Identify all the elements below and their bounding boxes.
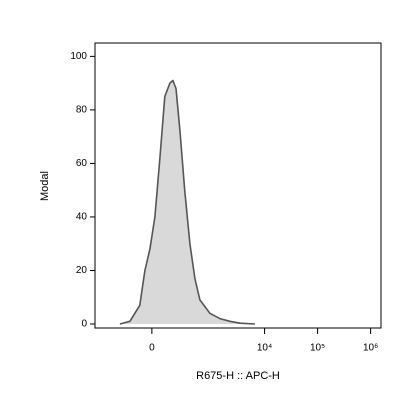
- x-tick-label: 0: [149, 343, 155, 354]
- y-tick-label: 60: [76, 158, 88, 169]
- area-fill: [119, 80, 255, 324]
- y-tick-label: 0: [81, 319, 87, 330]
- y-tick-label: 80: [76, 105, 88, 116]
- x-axis-label: R675-H :: APC-H: [196, 370, 280, 382]
- y-tick-label: 40: [76, 212, 88, 223]
- x-tick-label: 10⁵: [310, 343, 325, 354]
- plot-frame: [94, 42, 382, 329]
- x-tick-label: 10⁴: [257, 343, 272, 354]
- histogram-line: [119, 79, 255, 325]
- x-tick-label: 10⁶: [363, 343, 378, 354]
- y-tick-label: 100: [70, 51, 87, 62]
- y-tick-label: 20: [76, 265, 88, 276]
- y-axis-label: Modal: [39, 171, 51, 201]
